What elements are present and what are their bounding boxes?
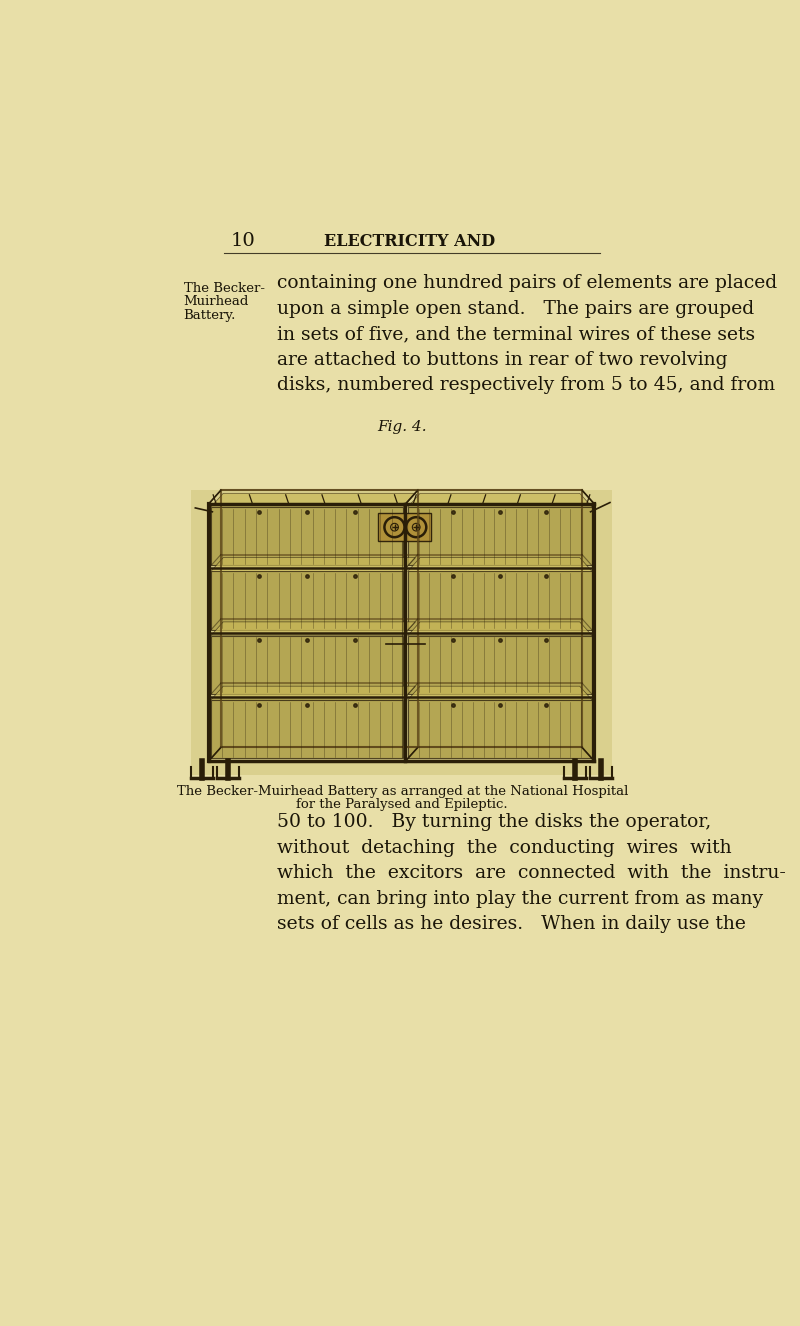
Polygon shape (211, 493, 415, 507)
Text: upon a simple open stand.   The pairs are grouped: upon a simple open stand. The pairs are … (277, 300, 754, 318)
Bar (408, 700, 592, 758)
Bar (211, 507, 403, 565)
Text: ment, can bring into play the current from as many: ment, can bring into play the current fr… (277, 890, 763, 908)
Text: ELECTRICITY AND: ELECTRICITY AND (325, 233, 495, 251)
Polygon shape (408, 493, 592, 507)
Text: without  detaching  the  conducting  wires  with: without detaching the conducting wires w… (277, 839, 731, 857)
Text: The Becker-: The Becker- (184, 281, 265, 294)
Bar (211, 572, 403, 630)
Text: containing one hundred pairs of elements are placed: containing one hundred pairs of elements… (277, 274, 777, 293)
Text: for the Paralysed and Epileptic.: for the Paralysed and Epileptic. (297, 798, 508, 812)
Text: Battery.: Battery. (184, 309, 236, 322)
Polygon shape (408, 622, 592, 635)
Bar (378, 513, 431, 541)
Bar (408, 572, 592, 630)
Text: which  the  excitors  are  connected  with  the  instru-: which the excitors are connected with th… (277, 865, 786, 882)
Text: sets of cells as he desires.   When in daily use the: sets of cells as he desires. When in dai… (277, 915, 746, 934)
Text: Fig. 4.: Fig. 4. (378, 420, 427, 434)
Polygon shape (211, 686, 415, 700)
Polygon shape (408, 686, 592, 700)
Bar (408, 507, 592, 565)
Text: 10: 10 (230, 232, 255, 251)
Bar (211, 635, 403, 693)
Text: The Becker-Muirhead Battery as arranged at the National Hospital: The Becker-Muirhead Battery as arranged … (177, 785, 628, 798)
Bar (408, 635, 592, 693)
Bar (191, 491, 611, 776)
Polygon shape (408, 558, 592, 572)
Polygon shape (211, 622, 415, 635)
Polygon shape (211, 558, 415, 572)
Text: in sets of five, and the terminal wires of these sets: in sets of five, and the terminal wires … (277, 325, 755, 343)
Text: Muirhead: Muirhead (184, 296, 249, 309)
Text: disks, numbered respectively from 5 to 45, and from: disks, numbered respectively from 5 to 4… (277, 377, 775, 394)
Text: are attached to buttons in rear of two revolving: are attached to buttons in rear of two r… (277, 350, 727, 369)
Bar (211, 700, 403, 758)
Text: 50 to 100.   By turning the disks the operator,: 50 to 100. By turning the disks the oper… (277, 813, 711, 831)
